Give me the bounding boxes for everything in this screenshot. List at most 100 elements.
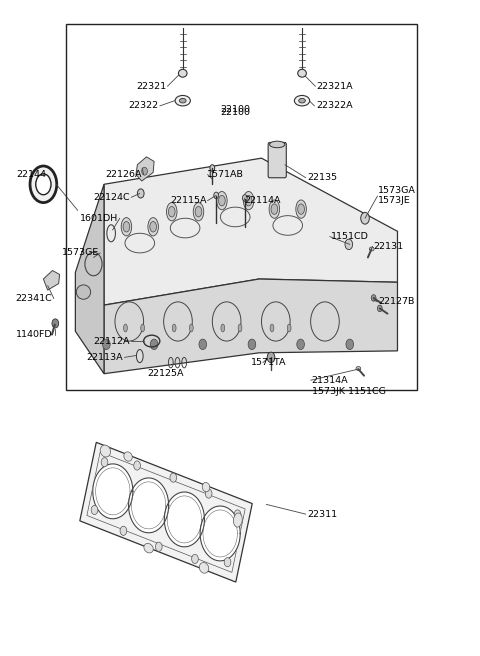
Circle shape — [345, 239, 353, 250]
Ellipse shape — [124, 452, 132, 461]
Ellipse shape — [172, 324, 176, 332]
Text: 1573JK 1151CG: 1573JK 1151CG — [312, 387, 385, 396]
Ellipse shape — [296, 200, 306, 218]
Ellipse shape — [298, 204, 304, 215]
Text: 22100: 22100 — [220, 108, 250, 117]
Polygon shape — [104, 279, 397, 374]
Ellipse shape — [298, 70, 306, 77]
Ellipse shape — [299, 98, 305, 103]
Polygon shape — [136, 157, 154, 181]
Circle shape — [242, 195, 247, 201]
Circle shape — [248, 339, 256, 350]
Text: 22322A: 22322A — [316, 102, 353, 110]
Text: 22112A: 22112A — [94, 337, 130, 346]
Ellipse shape — [369, 247, 374, 251]
Text: 22115A: 22115A — [170, 196, 206, 205]
Text: 22126A: 22126A — [106, 170, 142, 179]
Circle shape — [120, 526, 127, 535]
Text: 22131: 22131 — [373, 242, 404, 251]
Circle shape — [137, 189, 144, 198]
Circle shape — [170, 473, 177, 482]
Ellipse shape — [179, 70, 187, 77]
Ellipse shape — [150, 222, 156, 232]
Circle shape — [361, 213, 369, 224]
Ellipse shape — [271, 204, 278, 215]
Circle shape — [377, 305, 382, 312]
Ellipse shape — [195, 207, 202, 217]
Ellipse shape — [270, 324, 274, 332]
Ellipse shape — [175, 96, 191, 106]
Ellipse shape — [202, 483, 210, 492]
Text: 22127B: 22127B — [378, 297, 415, 306]
Ellipse shape — [221, 324, 225, 332]
Text: 1601DH: 1601DH — [80, 214, 118, 223]
Text: 1151CD: 1151CD — [331, 232, 369, 241]
Ellipse shape — [123, 324, 127, 332]
Text: 1571TA: 1571TA — [251, 358, 287, 367]
Ellipse shape — [269, 200, 280, 218]
Text: 22311: 22311 — [307, 510, 337, 519]
Ellipse shape — [243, 192, 254, 210]
Ellipse shape — [199, 563, 209, 573]
Circle shape — [234, 510, 241, 519]
Text: 22322: 22322 — [129, 102, 159, 110]
Ellipse shape — [121, 218, 132, 236]
Circle shape — [199, 339, 206, 350]
Circle shape — [52, 319, 59, 328]
Ellipse shape — [141, 324, 144, 332]
Bar — [66, 24, 417, 390]
Circle shape — [134, 461, 141, 470]
Ellipse shape — [287, 324, 291, 332]
Ellipse shape — [168, 207, 175, 217]
Text: 22341C: 22341C — [15, 294, 52, 303]
Text: 1573JE: 1573JE — [378, 196, 411, 205]
Polygon shape — [80, 442, 252, 582]
Ellipse shape — [245, 195, 252, 206]
Ellipse shape — [356, 367, 361, 371]
Polygon shape — [129, 478, 168, 533]
Polygon shape — [43, 270, 60, 290]
Text: 1573GA: 1573GA — [378, 186, 416, 195]
Circle shape — [267, 352, 275, 363]
Ellipse shape — [193, 203, 204, 221]
Ellipse shape — [233, 513, 242, 527]
Circle shape — [214, 192, 218, 199]
Text: 1573GE: 1573GE — [62, 249, 99, 257]
Ellipse shape — [144, 543, 153, 553]
Circle shape — [101, 458, 108, 467]
Circle shape — [142, 167, 147, 175]
Circle shape — [150, 339, 158, 350]
Text: 22100: 22100 — [220, 105, 250, 113]
Circle shape — [192, 554, 198, 564]
Polygon shape — [93, 464, 133, 519]
Text: 22125A: 22125A — [148, 369, 184, 379]
Ellipse shape — [148, 218, 158, 236]
Ellipse shape — [100, 445, 110, 457]
Text: 1571AB: 1571AB — [206, 170, 243, 179]
Ellipse shape — [190, 324, 193, 332]
Polygon shape — [75, 184, 104, 374]
Polygon shape — [104, 158, 397, 305]
Ellipse shape — [216, 192, 227, 210]
Circle shape — [36, 174, 51, 195]
Circle shape — [91, 505, 98, 514]
Circle shape — [224, 558, 231, 567]
Text: 22124C: 22124C — [94, 193, 130, 202]
Text: 22114A: 22114A — [245, 196, 281, 205]
Circle shape — [205, 489, 212, 498]
Text: 1140FD: 1140FD — [15, 330, 52, 339]
Text: 22113A: 22113A — [86, 353, 123, 362]
Polygon shape — [200, 506, 240, 561]
Circle shape — [297, 339, 304, 350]
Text: 22135: 22135 — [307, 173, 337, 182]
Ellipse shape — [294, 96, 310, 106]
Ellipse shape — [218, 195, 225, 206]
FancyBboxPatch shape — [268, 142, 286, 178]
Circle shape — [156, 542, 162, 551]
Circle shape — [210, 165, 215, 171]
Circle shape — [30, 166, 57, 203]
Ellipse shape — [123, 222, 130, 232]
Ellipse shape — [180, 98, 186, 103]
Circle shape — [346, 339, 354, 350]
Circle shape — [103, 339, 110, 350]
